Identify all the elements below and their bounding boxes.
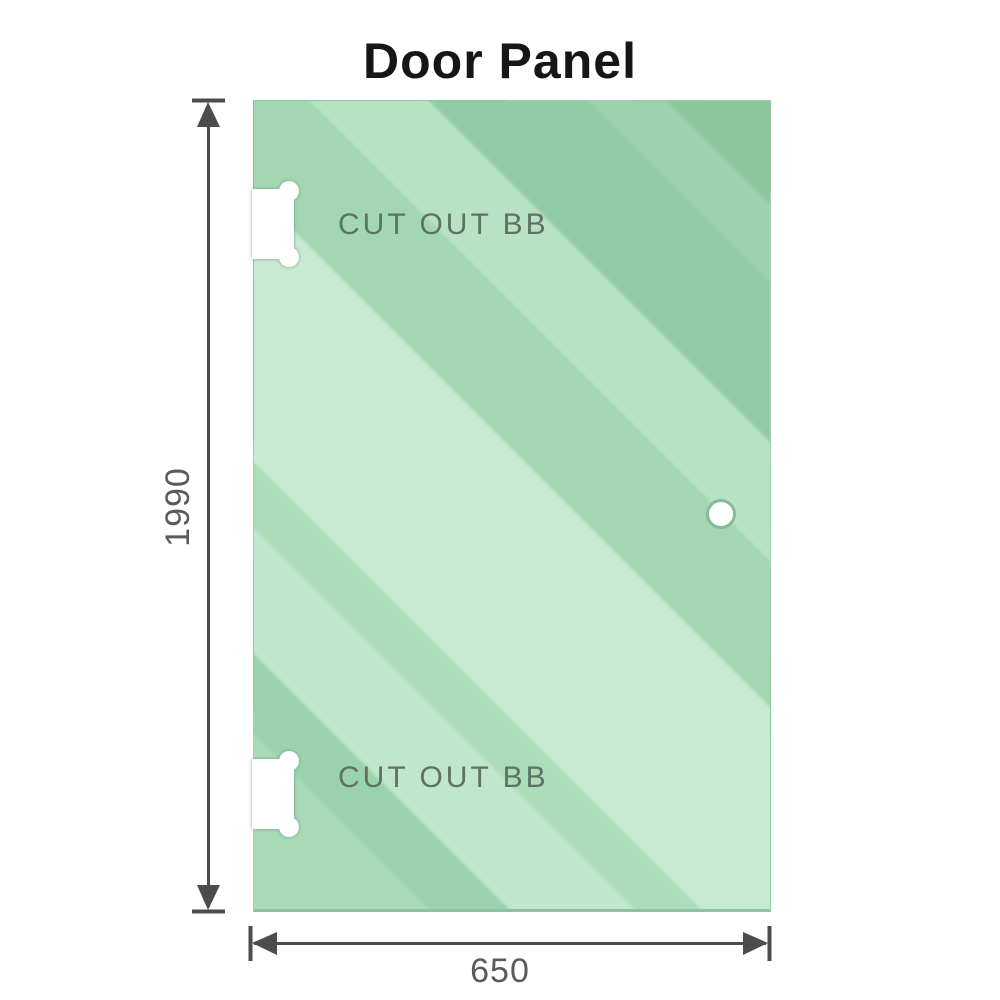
glass-panel: CUT OUT BB CUT OUT BB <box>252 100 771 912</box>
page-title: Door Panel <box>363 33 637 89</box>
cutout-lobe-icon <box>279 247 299 267</box>
cutout-top-label: CUT OUT BB <box>338 208 549 241</box>
hinge-cutout-bottom <box>252 751 300 837</box>
height-dimension-label: 1990 <box>159 467 197 547</box>
cutout-lobe-icon <box>279 817 299 837</box>
width-dimension-label: 650 <box>470 952 530 990</box>
hinge-cutout-top <box>252 181 300 267</box>
handle-hole <box>706 499 736 529</box>
cutout-lobe-icon <box>279 751 299 771</box>
cutout-lobe-icon <box>279 181 299 201</box>
cutout-bottom-label: CUT OUT BB <box>338 761 549 794</box>
